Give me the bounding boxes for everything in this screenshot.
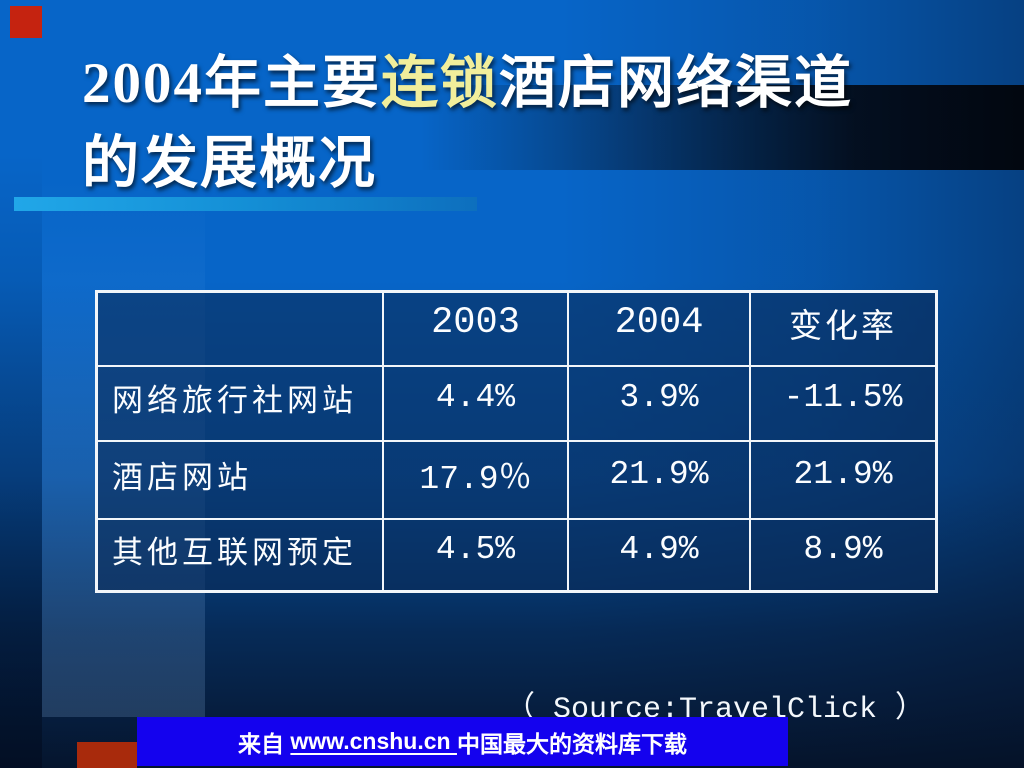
slide-title-line1: 2004年主要连锁酒店网络渠道 — [82, 44, 962, 124]
title-suffix: 酒店网络渠道 — [499, 52, 853, 115]
footer-banner: 来自 www.cnshu.cn 中国最大的资料库下载 — [137, 717, 788, 766]
table-row-label: 酒店网站 — [97, 441, 383, 519]
table-cell-value: 4.9% — [568, 519, 750, 591]
title-highlight: 连锁 — [381, 52, 499, 115]
table-cell-value: 21.9% — [750, 441, 936, 519]
table-header-2004: 2004 — [568, 292, 750, 366]
footer-prefix: 来自 — [238, 730, 291, 757]
table-row-label: 其他互联网预定 — [97, 519, 383, 591]
table-cell-value: 4.5% — [383, 519, 568, 591]
data-table: 2003 2004 变化率 网络旅行社网站 4.4% 3.9% -11.5% 酒… — [95, 290, 938, 593]
footer-suffix: 中国最大的资料库下载 — [456, 730, 687, 757]
table-header-change: 变化率 — [750, 292, 936, 366]
background-left-dark-strip — [0, 0, 42, 768]
table-row-label: 网络旅行社网站 — [97, 366, 383, 441]
table-header-empty — [97, 292, 383, 366]
table-cell-value: 4.4% — [383, 366, 568, 441]
table-cell-value: 8.9% — [750, 519, 936, 591]
table-header-2003: 2003 — [383, 292, 568, 366]
table-cell-value: 21.9% — [568, 441, 750, 519]
slide-title: 2004年主要连锁酒店网络渠道 的发展概况 — [82, 44, 962, 204]
slide-title-line2: 的发展概况 — [82, 132, 377, 195]
red-accent-square-bottom-left — [77, 742, 137, 768]
red-accent-square-top-left — [10, 6, 42, 38]
title-underline-bar — [14, 197, 477, 211]
table-cell-value: -11.5% — [750, 366, 936, 441]
table-cell-value: 17.9％ — [383, 441, 568, 519]
title-prefix: 2004年主要 — [82, 52, 381, 115]
footer-link[interactable]: www.cnshu.cn — [290, 728, 457, 754]
table-cell-value: 3.9% — [568, 366, 750, 441]
